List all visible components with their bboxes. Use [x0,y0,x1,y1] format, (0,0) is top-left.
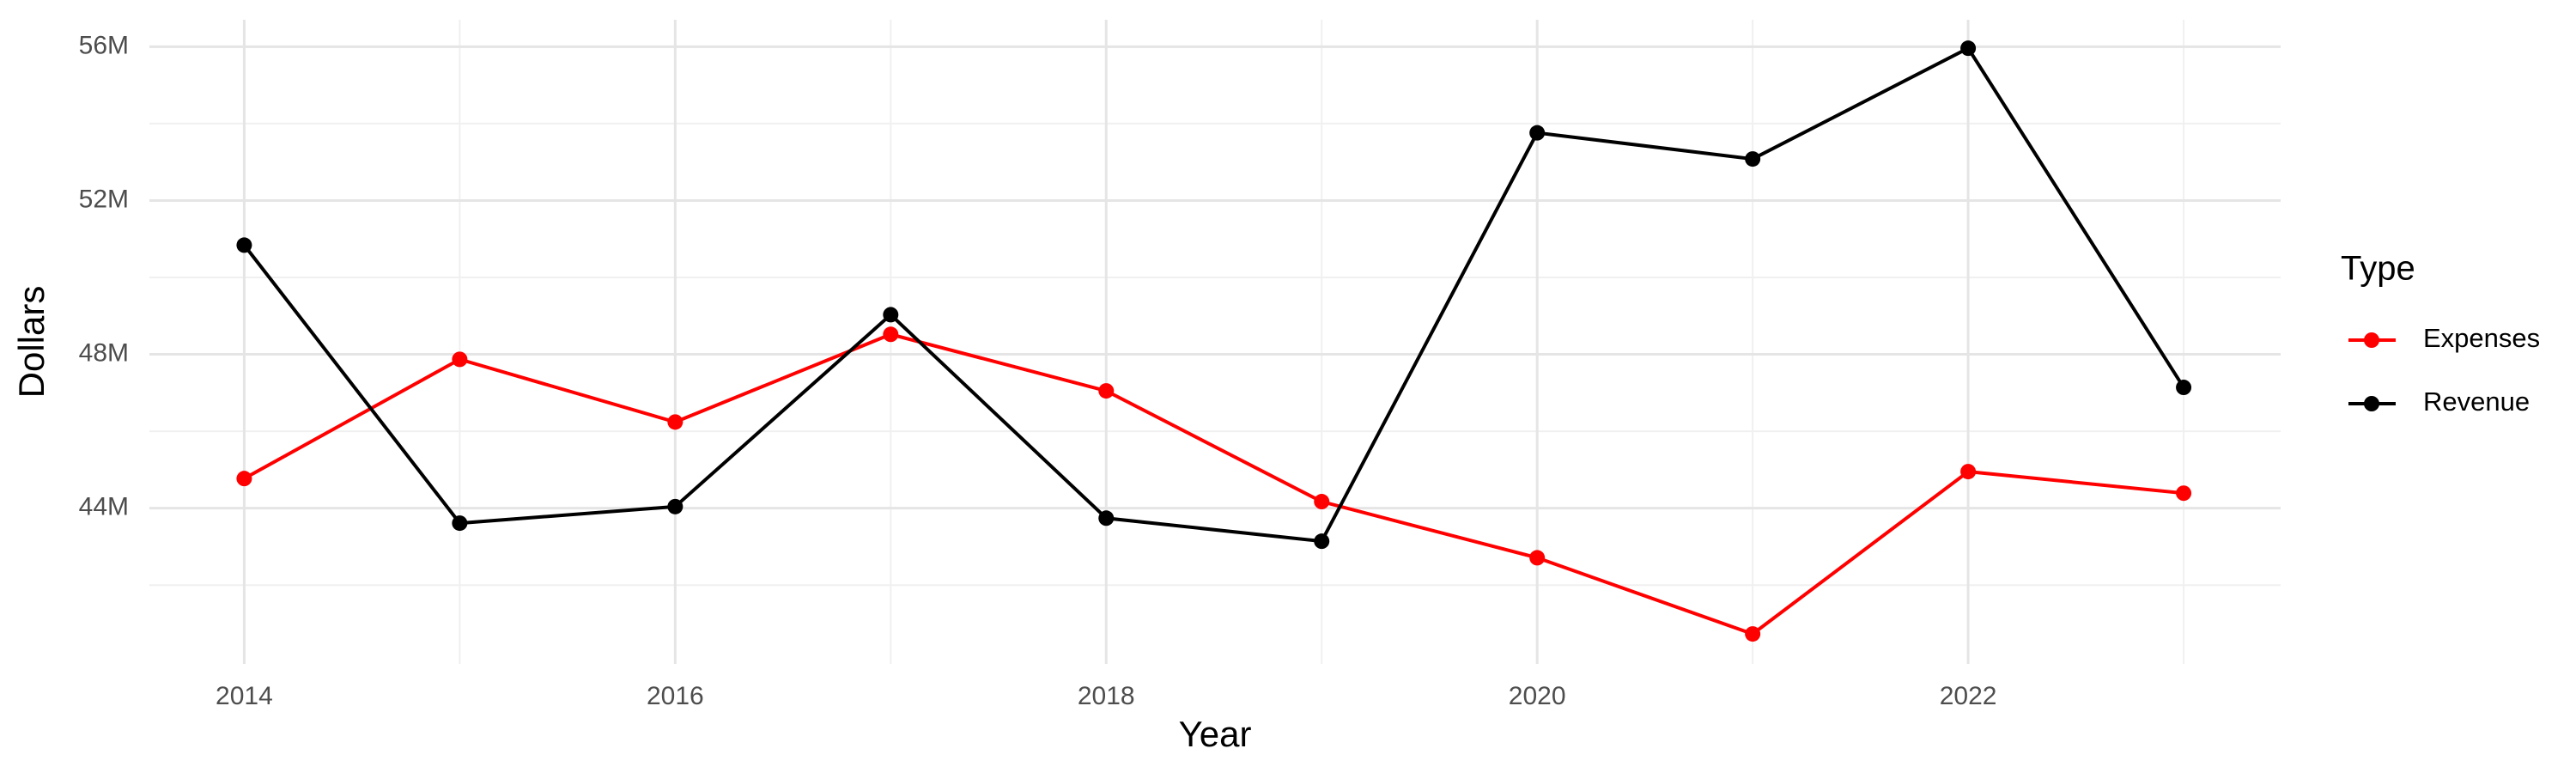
data-point [1745,626,1761,642]
data-point [236,471,252,487]
legend-key-point [2364,332,2379,348]
legend-title: Type [2341,250,2415,288]
data-point [883,326,899,343]
series-line [243,332,2184,636]
data-point [667,414,683,430]
series-line [242,46,2185,544]
data-point [1529,125,1546,141]
data-point [236,237,252,253]
y-tick-label: 56M [79,31,129,59]
data-point [1314,494,1330,510]
y-tick-label: 48M [79,338,129,367]
data-point [1960,40,1977,57]
data-point [1098,383,1115,399]
x-tick-label: 2018 [1078,682,1135,710]
x-tick-label: 2022 [1940,682,1997,710]
data-point [1098,510,1115,526]
data-point [1960,464,1977,480]
data-point [1529,550,1546,566]
data-point [452,515,468,532]
legend-key-point [2364,396,2379,411]
data-point [452,351,468,368]
data-point [883,307,899,323]
data-point [2176,485,2192,502]
y-axis-title: Dollars [11,286,52,399]
grid [149,20,2281,664]
data-point [1745,151,1761,167]
y-tick-label: 52M [79,185,129,213]
x-tick-label: 2016 [647,682,704,710]
x-tick-label: 2014 [216,682,273,710]
data-point [1314,533,1330,550]
x-tick-label: 2020 [1509,682,1566,710]
x-axis-title: Year [1179,714,1252,754]
data-point [2176,380,2192,396]
y-tick-label: 44M [79,493,129,521]
legend-label: Expenses [2423,323,2540,353]
legend-label: Revenue [2423,386,2530,417]
data-point [667,498,683,514]
